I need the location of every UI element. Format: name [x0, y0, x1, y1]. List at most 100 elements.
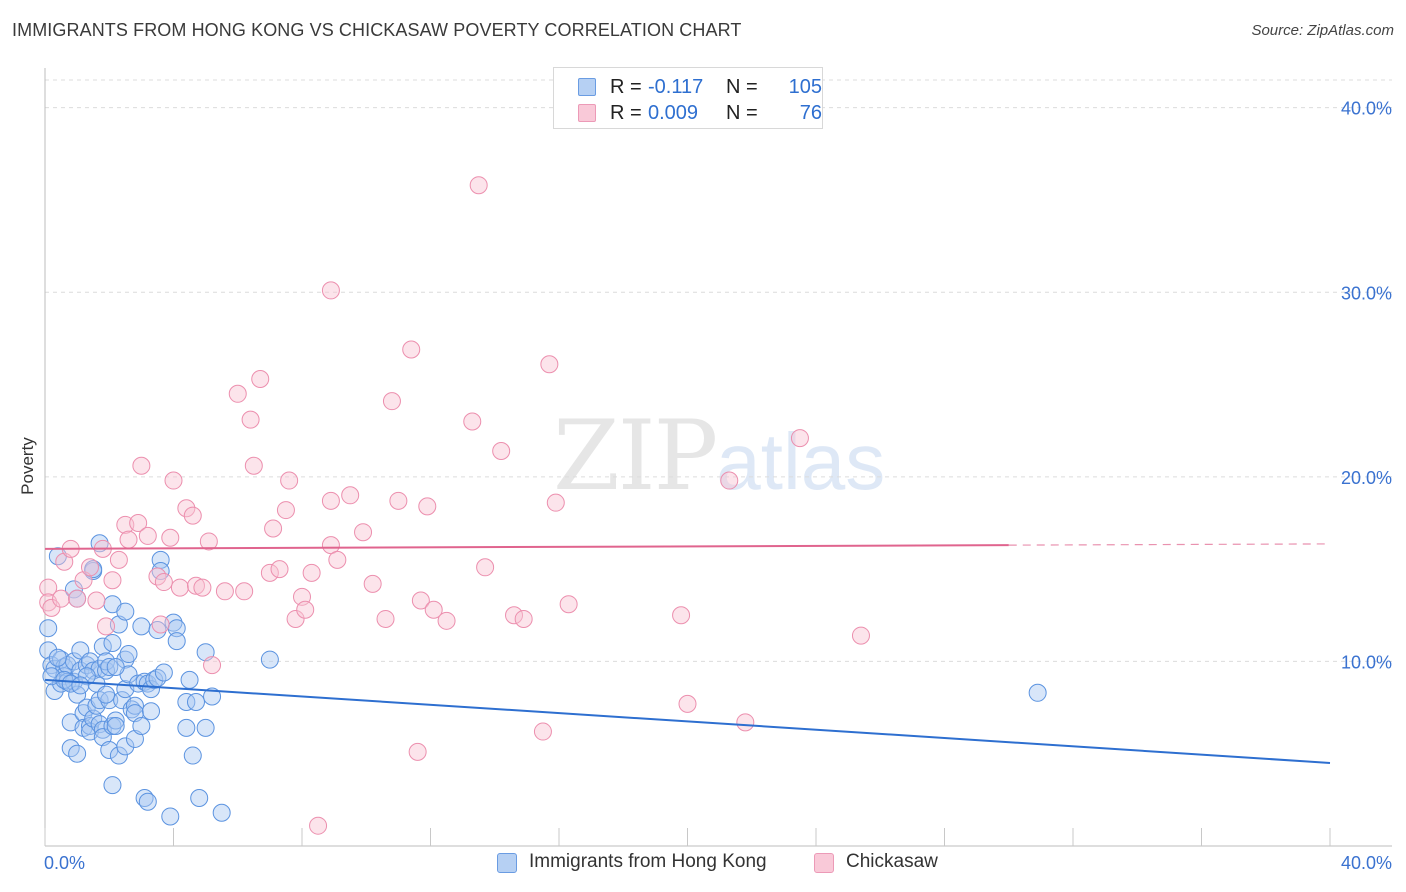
point-chickasaw — [132, 456, 151, 475]
point-hong-kong — [106, 717, 125, 736]
point-chickasaw — [215, 582, 234, 601]
point-chickasaw — [363, 574, 382, 593]
trend-line-extension — [1008, 543, 1331, 546]
point-hong-kong — [212, 803, 231, 822]
point-hong-kong — [186, 693, 205, 712]
point-chickasaw — [559, 595, 578, 614]
point-hong-kong — [116, 737, 135, 756]
source-label: Source: ZipAtlas.com — [1251, 22, 1394, 39]
legend-label-chickasaw: Chickasaw — [846, 851, 938, 872]
point-chickasaw — [199, 532, 218, 551]
r-label: R = — [610, 102, 642, 124]
point-chickasaw — [87, 591, 106, 610]
point-chickasaw — [151, 615, 170, 634]
point-chickasaw — [119, 530, 138, 549]
point-hong-kong — [77, 667, 96, 686]
point-chickasaw — [42, 598, 61, 617]
point-chickasaw — [321, 491, 340, 510]
point-hong-kong — [177, 718, 196, 737]
point-hong-kong — [109, 746, 128, 765]
point-chickasaw — [264, 519, 283, 538]
point-chickasaw — [463, 412, 482, 431]
point-chickasaw — [164, 471, 183, 490]
point-hong-kong — [183, 746, 202, 765]
point-hong-kong — [103, 633, 122, 652]
point-chickasaw — [411, 591, 430, 610]
point-chickasaw — [103, 571, 122, 590]
point-hong-kong — [177, 693, 196, 712]
point-chickasaw — [39, 578, 58, 597]
point-hong-kong — [100, 691, 119, 710]
point-hong-kong — [106, 711, 125, 730]
point-chickasaw — [97, 617, 116, 636]
point-chickasaw — [736, 713, 755, 732]
y-tick-label: 30.0% — [1341, 283, 1392, 303]
point-hong-kong — [106, 657, 125, 676]
point-chickasaw — [476, 558, 495, 577]
point-chickasaw — [154, 573, 173, 592]
point-chickasaw — [389, 491, 408, 510]
point-chickasaw — [177, 499, 196, 518]
legend-swatch-chickasaw — [814, 853, 834, 873]
x-tick-label: 0.0% — [44, 853, 85, 873]
y-tick-label: 20.0% — [1341, 468, 1392, 488]
point-chickasaw — [672, 606, 691, 625]
watermark-zip: ZIP — [553, 400, 718, 512]
point-chickasaw — [851, 626, 870, 645]
point-chickasaw — [341, 486, 360, 505]
point-chickasaw — [251, 370, 270, 389]
point-chickasaw — [244, 456, 263, 475]
point-chickasaw — [678, 694, 697, 713]
y-tick-label: 40.0% — [1341, 99, 1392, 119]
r-value: 0.009 — [648, 102, 699, 124]
n-value: 105 — [788, 76, 822, 98]
point-hong-kong — [90, 534, 109, 553]
chart-title: IMMIGRANTS FROM HONG KONG VS CHICKASAW P… — [12, 20, 742, 40]
point-hong-kong — [71, 676, 90, 695]
point-chickasaw — [138, 526, 157, 545]
n-label: N = — [726, 76, 758, 98]
point-chickasaw — [193, 578, 212, 597]
watermark: ZIPatlas — [553, 400, 885, 512]
point-chickasaw — [170, 578, 189, 597]
correlation-legend: R = -0.117 N = 105 R = 0.009 N = 76 — [553, 67, 823, 129]
point-chickasaw — [382, 392, 401, 411]
point-chickasaw — [129, 513, 148, 532]
point-chickasaw — [492, 442, 511, 461]
y-tick-label: 10.0% — [1341, 652, 1392, 672]
point-chickasaw — [514, 609, 533, 628]
point-chickasaw — [418, 497, 437, 516]
point-hong-kong — [154, 663, 173, 682]
point-hong-kong — [148, 621, 167, 640]
point-hong-kong — [180, 670, 199, 689]
point-hong-kong — [1028, 683, 1047, 702]
point-chickasaw — [186, 576, 205, 595]
point-chickasaw — [540, 355, 559, 374]
x-tick-label: 40.0% — [1341, 853, 1392, 873]
point-chickasaw — [296, 600, 315, 619]
point-hong-kong — [125, 696, 144, 715]
n-value: 76 — [799, 102, 822, 124]
point-hong-kong — [167, 632, 186, 651]
point-chickasaw — [260, 563, 279, 582]
point-chickasaw — [309, 816, 328, 835]
point-hong-kong — [132, 717, 151, 736]
point-chickasaw — [183, 506, 202, 525]
point-chickasaw — [241, 410, 260, 429]
point-chickasaw — [270, 560, 289, 579]
point-chickasaw — [720, 471, 739, 490]
point-chickasaw — [286, 609, 305, 628]
point-chickasaw — [469, 176, 488, 195]
point-chickasaw — [302, 563, 321, 582]
point-hong-kong — [116, 602, 135, 621]
trend-line-hong-kong — [44, 678, 1331, 764]
legend-swatch-hong-kong — [578, 78, 596, 96]
r-label: R = — [610, 76, 642, 98]
point-hong-kong — [161, 807, 180, 826]
point-hong-kong — [142, 702, 161, 721]
point-hong-kong — [260, 650, 279, 669]
point-chickasaw — [354, 523, 373, 542]
point-hong-kong — [151, 561, 170, 580]
point-hong-kong — [103, 776, 122, 795]
